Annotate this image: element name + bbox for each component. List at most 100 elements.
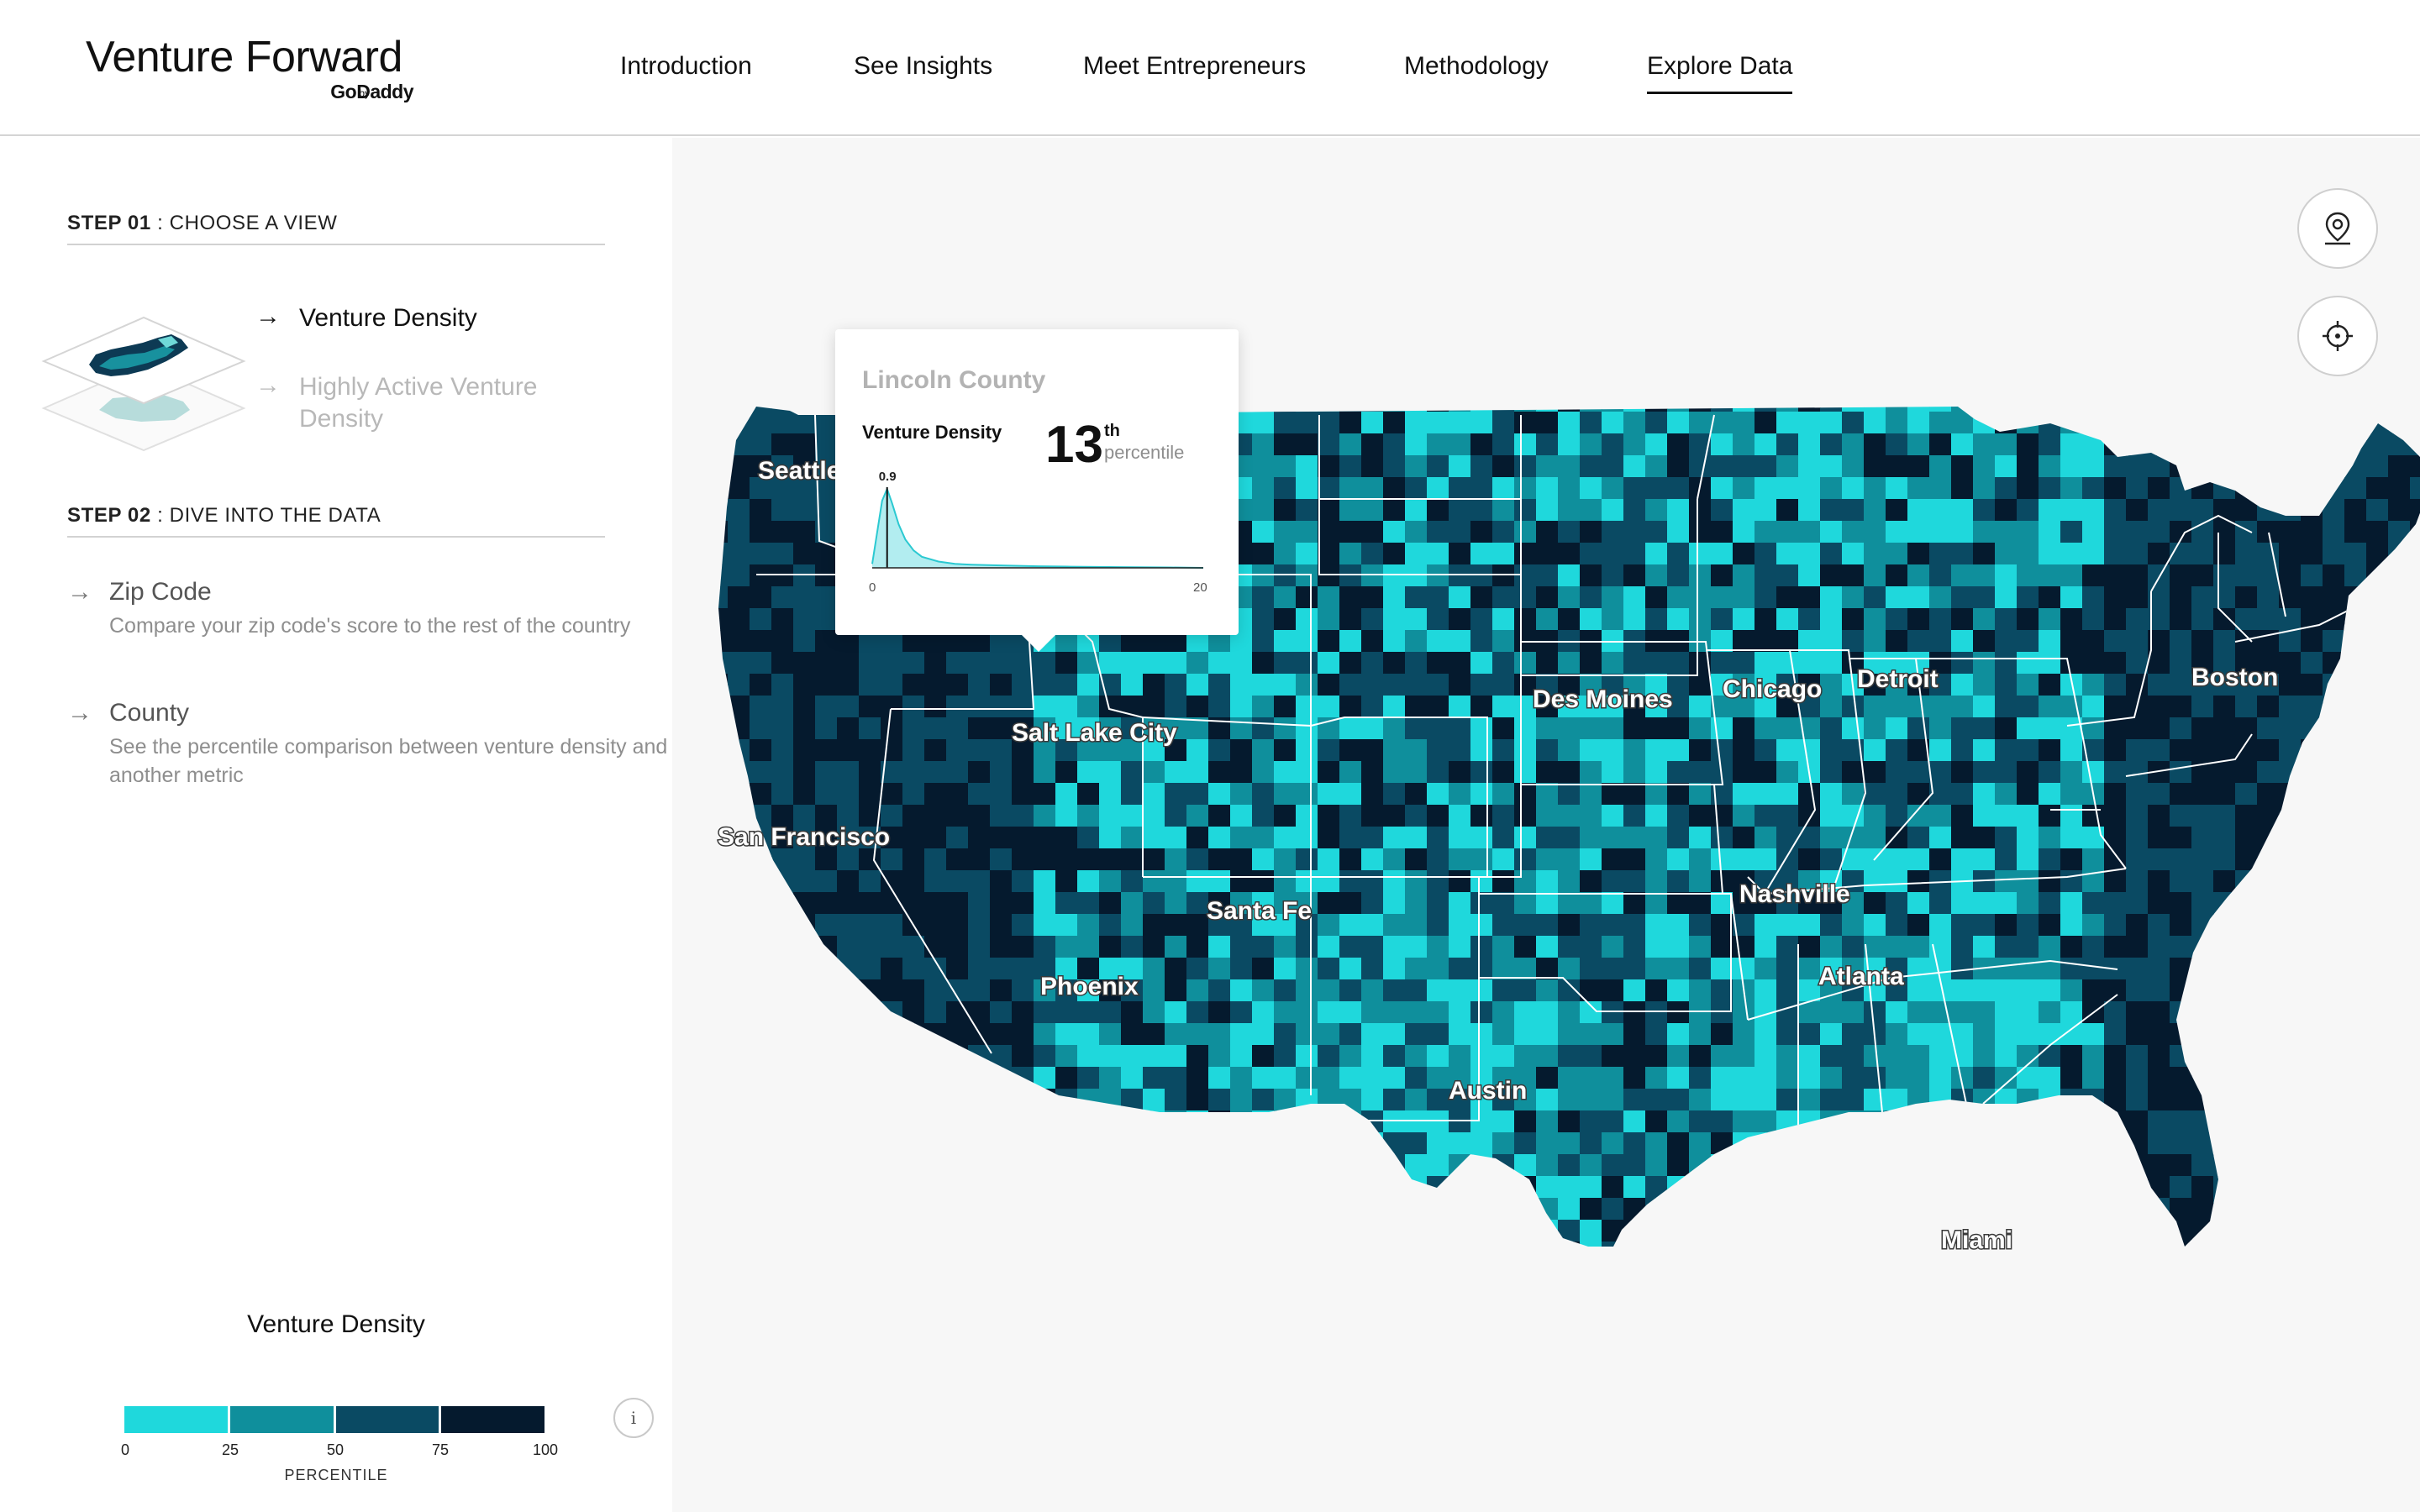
- county-cell[interactable]: [1864, 739, 1886, 762]
- county-cell[interactable]: [1427, 608, 1449, 631]
- county-cell[interactable]: [1689, 1001, 1712, 1024]
- county-cell[interactable]: [2017, 848, 2039, 871]
- county-cell[interactable]: [1907, 783, 1930, 806]
- county-cell[interactable]: [1492, 608, 1515, 631]
- county-cell[interactable]: [1470, 1023, 1493, 1046]
- county-cell[interactable]: [924, 979, 947, 1002]
- county-cell[interactable]: [2213, 608, 2236, 631]
- county-cell[interactable]: [750, 674, 772, 696]
- county-cell[interactable]: [1973, 586, 1996, 609]
- county-cell[interactable]: [902, 848, 925, 871]
- county-cell[interactable]: [1995, 608, 2018, 631]
- county-cell[interactable]: [2170, 1198, 2192, 1221]
- county-cell[interactable]: [1864, 761, 1886, 784]
- county-cell[interactable]: [1864, 1045, 1886, 1068]
- county-cell[interactable]: [1339, 827, 1362, 849]
- county-cell[interactable]: [2039, 717, 2061, 740]
- county-cell[interactable]: [1973, 892, 1996, 915]
- county-cell[interactable]: [2170, 630, 2192, 653]
- county-cell[interactable]: [1034, 914, 1056, 937]
- county-cell[interactable]: [1361, 870, 1384, 893]
- county-cell[interactable]: [1143, 761, 1165, 784]
- county-cell[interactable]: [1012, 870, 1034, 893]
- county-cell[interactable]: [1711, 936, 1733, 958]
- county-cell[interactable]: [2126, 1110, 2149, 1133]
- county-cell[interactable]: [1470, 543, 1493, 565]
- county-cell[interactable]: [2060, 892, 2083, 915]
- county-cell[interactable]: [924, 936, 947, 958]
- county-cell[interactable]: [2170, 1110, 2192, 1133]
- county-cell[interactable]: [2191, 739, 2214, 762]
- county-cell[interactable]: [1558, 652, 1581, 675]
- county-cell[interactable]: [1820, 1023, 1843, 1046]
- county-cell[interactable]: [837, 717, 860, 740]
- county-cell[interactable]: [1492, 630, 1515, 653]
- county-cell[interactable]: [1558, 936, 1581, 958]
- county-cell[interactable]: [1252, 1045, 1275, 1068]
- county-cell[interactable]: [1470, 521, 1493, 543]
- county-cell[interactable]: [750, 586, 772, 609]
- county-cell[interactable]: [924, 783, 947, 806]
- county-cell[interactable]: [815, 630, 838, 653]
- county-cell[interactable]: [2235, 827, 2258, 849]
- county-cell[interactable]: [2301, 674, 2323, 696]
- county-cell[interactable]: [1449, 521, 1471, 543]
- county-cell[interactable]: [1449, 848, 1471, 871]
- county-cell[interactable]: [1820, 674, 1843, 696]
- county-cell[interactable]: [1492, 958, 1515, 980]
- county-cell[interactable]: [1318, 936, 1340, 958]
- county-cell[interactable]: [1296, 696, 1318, 718]
- county-cell[interactable]: [881, 914, 903, 937]
- county-cell[interactable]: [2017, 521, 2039, 543]
- county-cell[interactable]: [1667, 761, 1690, 784]
- county-cell[interactable]: [2170, 827, 2192, 849]
- county-cell[interactable]: [2257, 521, 2280, 543]
- county-cell[interactable]: [2039, 521, 2061, 543]
- county-cell[interactable]: [1602, 455, 1624, 478]
- county-cell[interactable]: [750, 630, 772, 653]
- county-cell[interactable]: [2082, 914, 2105, 937]
- county-cell[interactable]: [2257, 674, 2280, 696]
- city-label-san-francisco[interactable]: San Francisco: [717, 822, 892, 853]
- county-cell[interactable]: [1383, 1067, 1406, 1089]
- county-cell[interactable]: [946, 783, 969, 806]
- county-cell[interactable]: [1995, 739, 2018, 762]
- county-cell[interactable]: [1055, 892, 1078, 915]
- county-cell[interactable]: [1754, 390, 1777, 412]
- county-cell[interactable]: [1776, 761, 1799, 784]
- county-cell[interactable]: [1361, 586, 1384, 609]
- county-cell[interactable]: [1820, 390, 1843, 412]
- county-cell[interactable]: [2148, 805, 2170, 827]
- county-cell[interactable]: [1121, 717, 1144, 740]
- county-cell[interactable]: [1776, 586, 1799, 609]
- county-cell[interactable]: [1689, 674, 1712, 696]
- county-cell[interactable]: [1558, 477, 1581, 500]
- county-cell[interactable]: [1558, 1198, 1581, 1221]
- county-cell[interactable]: [2017, 979, 2039, 1002]
- county-cell[interactable]: [1012, 696, 1034, 718]
- county-cell[interactable]: [1623, 652, 1646, 675]
- county-cell[interactable]: [1055, 1023, 1078, 1046]
- county-cell[interactable]: [1907, 652, 1930, 675]
- county-cell[interactable]: [1754, 870, 1777, 893]
- county-cell[interactable]: [1951, 1023, 1974, 1046]
- county-cell[interactable]: [1383, 936, 1406, 958]
- county-cell[interactable]: [1470, 717, 1493, 740]
- county-cell[interactable]: [1798, 455, 1821, 478]
- county-cell[interactable]: [2126, 936, 2149, 958]
- county-cell[interactable]: [1580, 652, 1602, 675]
- county-cell[interactable]: [1208, 870, 1231, 893]
- county-cell[interactable]: [1667, 390, 1690, 412]
- county-cell[interactable]: [2126, 1045, 2149, 1068]
- county-cell[interactable]: [1711, 892, 1733, 915]
- county-cell[interactable]: [1405, 848, 1428, 871]
- county-cell[interactable]: [1951, 630, 1974, 653]
- county-cell[interactable]: [2170, 674, 2192, 696]
- county-cell[interactable]: [2235, 652, 2258, 675]
- county-cell[interactable]: [1186, 914, 1209, 937]
- county-cell[interactable]: [728, 608, 750, 631]
- county-cell[interactable]: [990, 1023, 1013, 1046]
- county-cell[interactable]: [1427, 1154, 1449, 1177]
- county-cell[interactable]: [2170, 1089, 2192, 1111]
- county-cell[interactable]: [1055, 739, 1078, 762]
